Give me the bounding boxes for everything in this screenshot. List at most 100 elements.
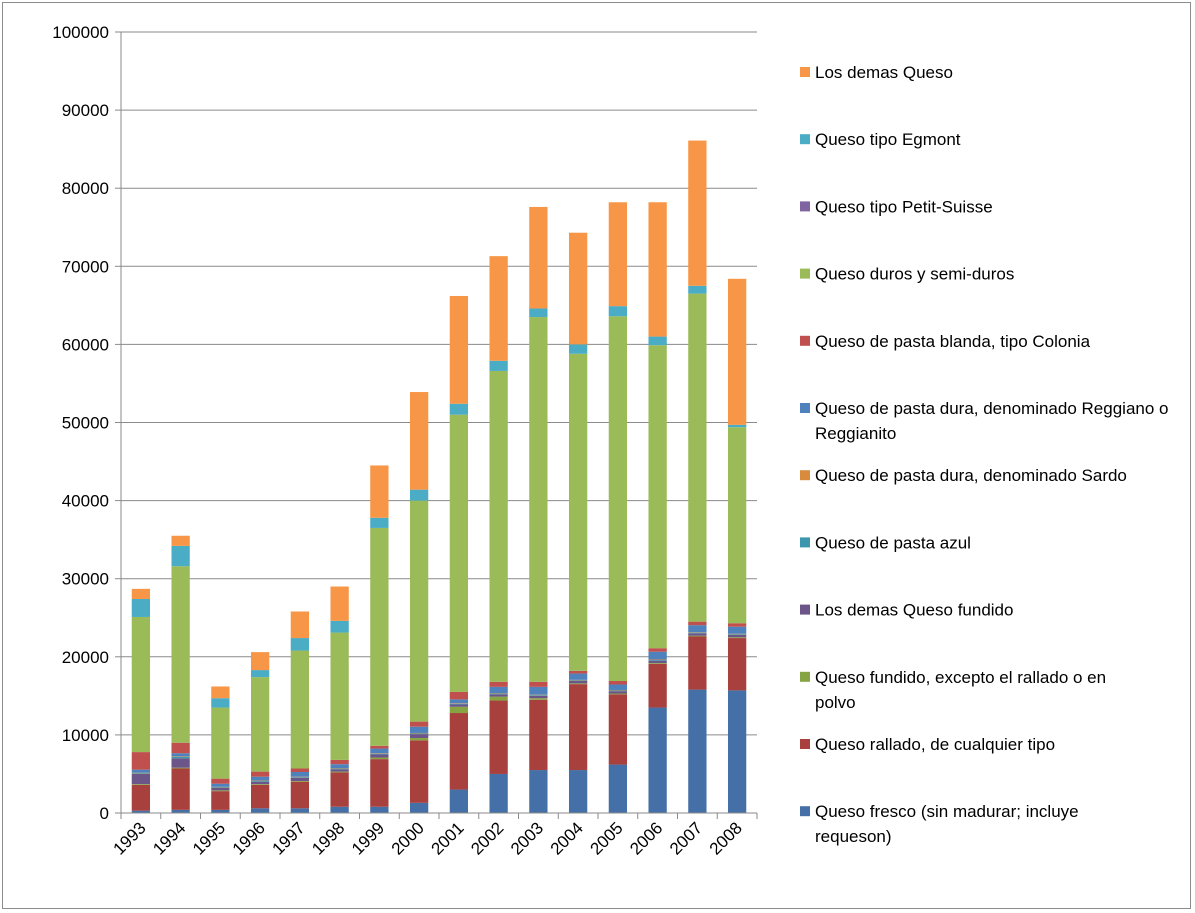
legend-swatch xyxy=(800,67,810,77)
legend-swatch xyxy=(800,604,810,615)
bar-segment xyxy=(250,780,270,782)
bar-segment xyxy=(489,700,508,774)
bar-segment xyxy=(131,616,151,753)
bar-segment xyxy=(409,500,429,722)
x-tick-label: 1997 xyxy=(269,818,309,858)
y-tick-label: 40000 xyxy=(62,492,109,511)
bar-segment xyxy=(568,770,588,813)
bar-segment xyxy=(608,684,628,690)
bar-segment xyxy=(727,278,747,425)
legend-swatch xyxy=(800,806,810,817)
legend-swatch xyxy=(800,403,810,413)
bar-segment xyxy=(608,689,628,691)
bar-segment xyxy=(370,759,389,807)
bar-segment xyxy=(529,694,548,696)
x-tick-label: 1993 xyxy=(110,818,150,858)
bar-segment xyxy=(131,784,151,785)
legend-label: Queso de pasta dura, denominado Reggiano… xyxy=(815,399,1168,443)
bar-segment xyxy=(409,721,429,727)
bar-segment xyxy=(290,611,310,639)
bar-segment xyxy=(409,740,429,803)
bar-segment xyxy=(529,698,548,700)
bar-segment xyxy=(131,769,151,773)
legend-label: Queso de pasta blanda, tipo Colonia xyxy=(815,332,1091,351)
y-tick-label: 20000 xyxy=(62,648,109,667)
bar-segment xyxy=(250,670,270,678)
bar-segment xyxy=(409,802,429,813)
bar-segment xyxy=(529,681,548,687)
bar-segment xyxy=(409,738,429,741)
bar-segment xyxy=(131,773,151,785)
bar-segment xyxy=(688,633,707,636)
bar-segment xyxy=(211,791,230,810)
bar-segment xyxy=(370,753,389,755)
bar-segment xyxy=(330,768,349,769)
bar-segment xyxy=(409,734,429,739)
bar-segment xyxy=(648,660,667,664)
bar-segment xyxy=(211,787,230,789)
bar-segment xyxy=(727,690,747,813)
bar-segment xyxy=(529,695,548,696)
bar-segment xyxy=(250,808,270,813)
bar-segment xyxy=(290,780,310,782)
legend: Los demas Queso Queso tipo Egmont Queso ti… xyxy=(800,63,1168,846)
bar-segment xyxy=(330,759,349,765)
bar-segment xyxy=(608,694,628,765)
bar-segment xyxy=(727,427,747,624)
bar-segment xyxy=(250,780,270,782)
bar-segment xyxy=(370,757,389,760)
bar-segment xyxy=(568,353,588,671)
legend-swatch xyxy=(800,739,810,749)
bar-segment xyxy=(131,772,151,774)
bar-segment xyxy=(171,756,190,757)
y-tick-label: 0 xyxy=(100,804,109,823)
legend-swatch xyxy=(800,268,810,279)
bar-segment xyxy=(409,732,429,734)
bar-segment xyxy=(449,403,469,415)
bar-segment xyxy=(449,414,469,692)
bar-segment xyxy=(648,336,667,346)
bar-segment xyxy=(608,316,628,682)
bar-segment xyxy=(330,764,349,769)
bar-segment xyxy=(608,681,628,685)
bar-segment xyxy=(370,517,389,528)
bar-segment xyxy=(290,650,310,769)
bar-segment xyxy=(330,771,349,773)
bar-segment xyxy=(727,623,747,627)
bar-segment xyxy=(449,706,469,714)
bar-segment xyxy=(131,588,151,600)
y-tick-label: 70000 xyxy=(62,257,109,276)
bar-segment xyxy=(608,202,628,307)
legend-label: Queso de pasta azul xyxy=(815,533,971,552)
bar-segment xyxy=(449,703,469,704)
bar-segment xyxy=(449,699,469,704)
bar-segment xyxy=(449,713,469,790)
bar-segment xyxy=(648,663,667,664)
bar-segment xyxy=(409,489,429,501)
bar-segment xyxy=(648,707,667,813)
x-tick-label: 1999 xyxy=(348,818,388,858)
bar-segment xyxy=(727,637,747,639)
legend-swatch xyxy=(800,671,810,682)
bar-segment xyxy=(727,634,747,638)
bar-segment xyxy=(529,206,548,309)
bar-segment xyxy=(727,638,747,691)
bar-segment xyxy=(250,784,270,785)
bar-segment xyxy=(449,703,469,705)
legend-label: Queso tipo Egmont xyxy=(815,130,961,149)
bar-segment xyxy=(648,651,667,660)
y-tick-label: 50000 xyxy=(62,414,109,433)
bar-segment xyxy=(211,790,230,792)
bar-segment xyxy=(330,620,349,633)
bar-segment xyxy=(211,778,230,784)
bar-segment xyxy=(171,809,190,813)
bar-segment xyxy=(688,285,707,294)
legend-label: Queso duros y semi-duros xyxy=(815,265,1014,284)
y-tick-label: 90000 xyxy=(62,101,109,120)
bar-segment xyxy=(688,140,707,286)
bar-segment xyxy=(211,809,230,813)
bar-segment xyxy=(489,681,508,687)
bar-segment xyxy=(688,632,707,633)
bar-segment xyxy=(648,345,667,649)
bar-segment xyxy=(171,767,190,769)
